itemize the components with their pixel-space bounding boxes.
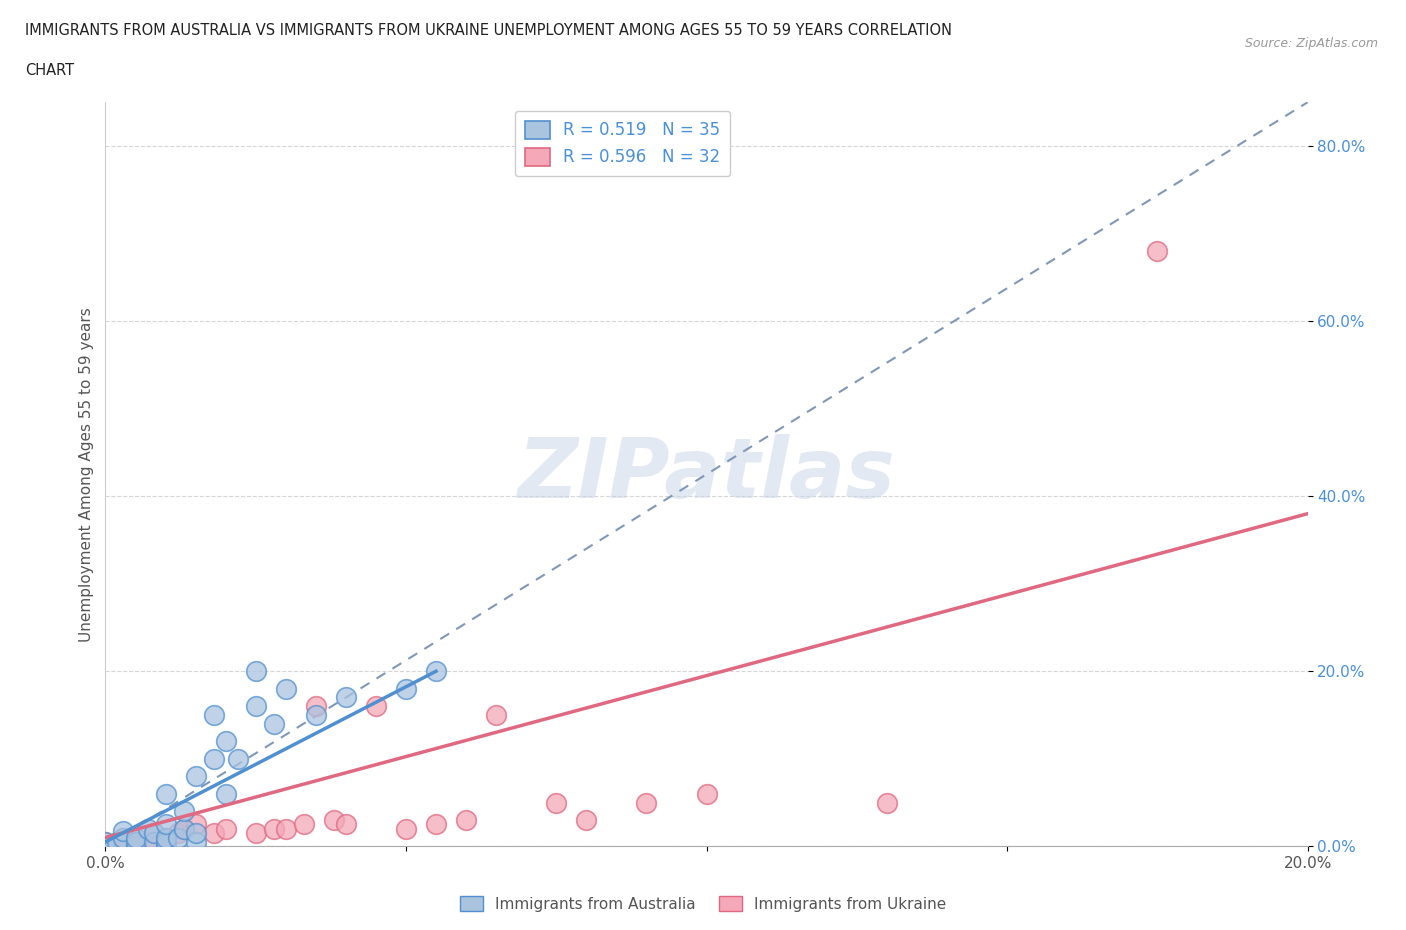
Point [696, 787, 718, 802]
Point [173, 821, 195, 836]
Point [107, 834, 129, 849]
Point [173, 804, 195, 818]
Point [107, 837, 129, 852]
Point [94, 834, 117, 849]
Point [124, 831, 146, 846]
Point [202, 751, 225, 766]
Point [274, 821, 297, 836]
Text: IMMIGRANTS FROM AUSTRALIA VS IMMIGRANTS FROM UKRAINE UNEMPLOYMENT AMONG AGES 55 : IMMIGRANTS FROM AUSTRALIA VS IMMIGRANTS … [25, 23, 952, 38]
Point [395, 821, 418, 836]
Point [274, 682, 297, 697]
Point [173, 821, 195, 836]
Point [305, 698, 328, 713]
Point [124, 839, 146, 854]
Point [263, 821, 285, 836]
Point [124, 830, 146, 845]
Text: ZIPatlas: ZIPatlas [517, 433, 896, 515]
Point [184, 769, 207, 784]
Point [202, 826, 225, 841]
Point [155, 830, 177, 845]
Point [184, 834, 207, 849]
Point [142, 826, 165, 841]
Point [155, 839, 177, 854]
Point [142, 834, 165, 849]
Point [226, 751, 249, 766]
Point [136, 834, 159, 849]
Point [124, 839, 146, 854]
Point [214, 821, 236, 836]
Point [155, 817, 177, 831]
Point [1146, 244, 1168, 259]
Legend: R = 0.519   N = 35, R = 0.596   N = 32: R = 0.519 N = 35, R = 0.596 N = 32 [515, 111, 730, 177]
Point [425, 664, 447, 679]
Point [322, 813, 344, 828]
Point [214, 787, 236, 802]
Point [335, 690, 357, 705]
Text: Source: ZipAtlas.com: Source: ZipAtlas.com [1244, 37, 1378, 50]
Point [245, 664, 267, 679]
Point [636, 795, 658, 810]
Point [546, 795, 568, 810]
Point [124, 834, 146, 849]
Point [184, 817, 207, 831]
Text: CHART: CHART [25, 63, 75, 78]
Point [142, 826, 165, 841]
Point [454, 813, 477, 828]
Point [155, 830, 177, 845]
Point [245, 698, 267, 713]
Point [94, 839, 117, 854]
Point [263, 716, 285, 731]
Point [485, 708, 508, 723]
Point [425, 817, 447, 831]
Point [364, 698, 387, 713]
Point [575, 813, 598, 828]
Point [112, 830, 135, 845]
Point [155, 834, 177, 849]
Point [305, 708, 328, 723]
Point [155, 787, 177, 802]
Point [214, 734, 236, 749]
Point [94, 839, 117, 854]
Point [876, 795, 898, 810]
Point [94, 834, 117, 849]
Y-axis label: Unemployment Among Ages 55 to 59 years: Unemployment Among Ages 55 to 59 years [79, 307, 94, 642]
Point [245, 826, 267, 841]
Point [184, 826, 207, 841]
Point [166, 830, 188, 845]
Point [395, 682, 418, 697]
Point [292, 817, 315, 831]
Point [166, 826, 188, 841]
Point [112, 823, 135, 838]
Point [136, 821, 159, 836]
Legend: Immigrants from Australia, Immigrants from Ukraine: Immigrants from Australia, Immigrants fr… [454, 889, 952, 918]
Point [112, 830, 135, 845]
Point [335, 817, 357, 831]
Point [202, 708, 225, 723]
